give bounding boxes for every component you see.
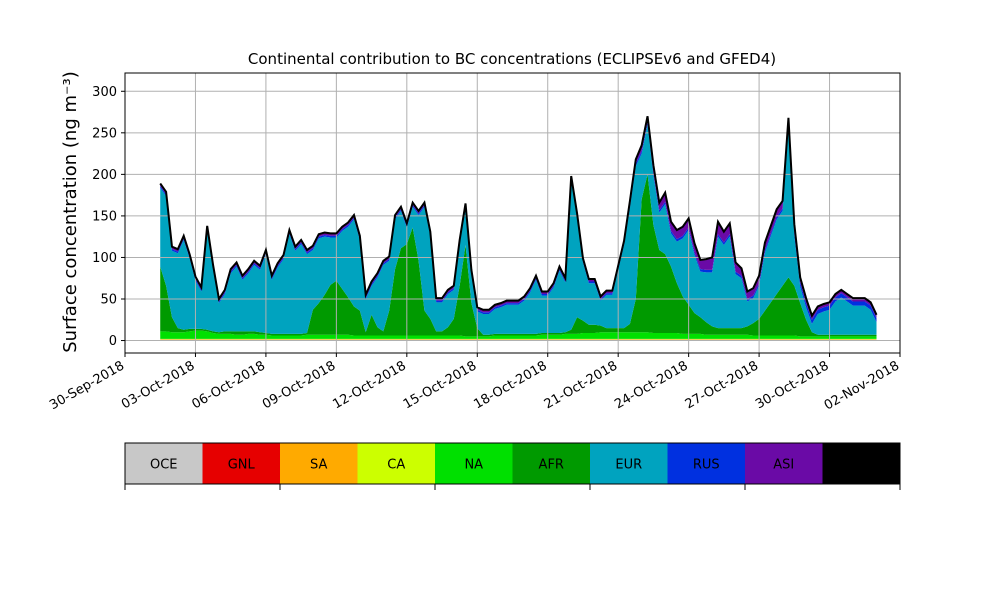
- legend-swatch-sa: [280, 443, 358, 484]
- grid-lines: [124, 73, 901, 353]
- y-tick-label: 150: [92, 209, 117, 224]
- legend-swatch-gnl: [202, 443, 281, 484]
- y-tick-label: 250: [92, 126, 117, 141]
- area-na: [160, 330, 877, 339]
- legend-label-afr: AFR: [539, 458, 564, 473]
- legend-label-aus: AUS: [848, 458, 875, 473]
- legend-swatch-rus: [667, 443, 746, 484]
- total-outline: [159, 116, 878, 318]
- y-tick-label: 100: [92, 251, 117, 266]
- legend-swatch-eur: [590, 443, 668, 484]
- y-tick-label: 300: [92, 85, 117, 100]
- y-axis: 0 50 100 150 200 250 300: [92, 85, 125, 349]
- axes-frame: [124, 72, 901, 354]
- legend-swatch-na: [435, 443, 513, 484]
- legend-label-sa: SA: [310, 458, 327, 473]
- legend-label-na: NA: [464, 458, 483, 473]
- legend-swatch-oce: [125, 443, 203, 484]
- legend-frame: [124, 442, 901, 485]
- legend-swatch-afr: [512, 443, 591, 484]
- legend-label-rus: RUS: [693, 458, 720, 473]
- y-tick-label: 200: [92, 168, 117, 183]
- legend-label-ca: CA: [387, 458, 405, 473]
- legend-label-gnl: GNL: [228, 458, 256, 473]
- legend-swatch-ca: [357, 443, 436, 484]
- y-tick-label: 50: [100, 292, 117, 307]
- area-eur: [160, 124, 877, 335]
- y-tick-label: 0: [109, 334, 117, 349]
- y-axis-label: Surface concentration (ng m⁻³): [60, 71, 81, 353]
- legend-label-asi: ASI: [773, 458, 794, 473]
- legend-label-oce: OCE: [150, 458, 178, 473]
- area-afr: [160, 174, 877, 337]
- legend-label-eur: EUR: [615, 458, 642, 473]
- total-line: [159, 116, 878, 318]
- legend-colorbar: OCE GNL SA CA NA AFR EUR RUS ASI AUS: [124, 442, 901, 490]
- chart-title: Continental contribution to BC concentra…: [248, 50, 776, 68]
- legend-swatch-asi: [745, 443, 823, 484]
- legend-swatch-aus: [822, 443, 901, 484]
